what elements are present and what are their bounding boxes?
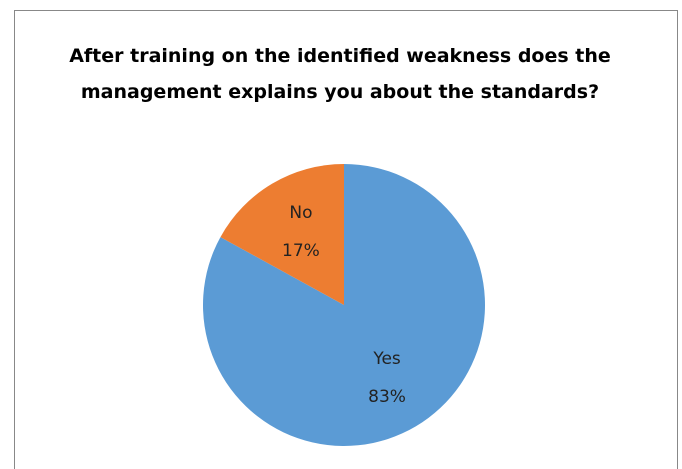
slice-category-label: No bbox=[289, 203, 312, 223]
pie-slice bbox=[220, 164, 344, 305]
slice-value-label: 83% bbox=[368, 387, 406, 407]
chart-title: After training on the identified weaknes… bbox=[69, 45, 611, 103]
slice-value-label: 17% bbox=[282, 241, 320, 261]
slice-category-label: Yes bbox=[372, 349, 401, 369]
